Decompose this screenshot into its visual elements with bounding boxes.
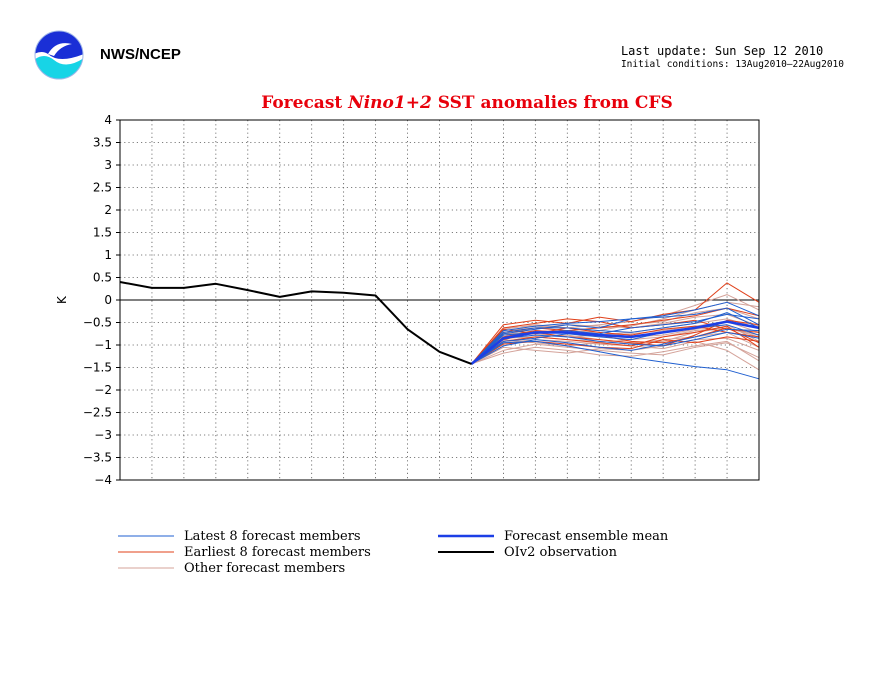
y-tick-label: −1.5 <box>83 361 112 375</box>
title-part-1: Forecast <box>261 93 348 113</box>
other-member-line <box>471 340 760 365</box>
y-tick-label: 1.5 <box>93 226 112 240</box>
other-member-line <box>471 342 760 365</box>
y-tick-label: 2.5 <box>93 181 112 195</box>
y-tick-label: −1 <box>94 338 112 352</box>
title-part-3: SST anomalies from CFS <box>432 93 673 113</box>
y-tick-label: 3 <box>104 158 112 172</box>
chart-title: Forecast Nino1+2 SST anomalies from CFS <box>261 93 673 113</box>
latest-member-line <box>471 331 760 365</box>
update-info: Last update: Sun Sep 12 2010 Initial con… <box>621 44 844 70</box>
latest-member-line <box>471 312 760 365</box>
latest-member-line <box>471 328 760 365</box>
latest-member-line <box>471 340 760 380</box>
legend-label-latest: Latest 8 forecast members <box>184 529 361 544</box>
y-tick-label: 1 <box>104 248 112 262</box>
noaa-logo <box>34 30 84 80</box>
initial-conditions-text: Initial conditions: 13Aug2010–22Aug2010 <box>620 59 844 70</box>
legend-label-obs: OIv2 observation <box>504 545 618 560</box>
last-update-text: Last update: Sun Sep 12 2010 <box>620 44 824 58</box>
y-tick-label: −4 <box>94 473 112 487</box>
grid-lines <box>120 120 759 480</box>
y-tick-label: −2 <box>94 383 112 397</box>
legend-label-mean: Forecast ensemble mean <box>504 529 669 544</box>
series-lines <box>119 281 760 380</box>
y-tick-label: 0 <box>104 293 112 307</box>
legend-label-other: Other forecast members <box>184 561 345 576</box>
other-member-line <box>471 337 760 365</box>
y-axis: −4 −3.5 −3 −2.5 −2 −1.5 −1 −0.5 0 0.5 1 1.5 2 2.5 3 3.5… <box>83 113 120 487</box>
title-part-2: Nino1+2 <box>347 93 432 113</box>
latest-member-line <box>471 307 760 365</box>
y-tick-label: −2.5 <box>83 406 112 420</box>
ensemble-mean-line <box>470 320 760 365</box>
legend-label-earliest: Earliest 8 forecast members <box>184 545 371 560</box>
observation-line <box>119 281 472 365</box>
y-tick-label: 0.5 <box>93 271 112 285</box>
latest-member-line <box>471 324 760 365</box>
latest-member-line <box>471 301 760 365</box>
y-tick-label: −3 <box>94 428 112 442</box>
other-member-line <box>471 307 760 365</box>
y-tick-label: 3.5 <box>93 136 112 150</box>
y-axis-label: K <box>55 295 69 304</box>
y-tick-label: −3.5 <box>83 451 112 465</box>
plot-frame <box>119 119 760 481</box>
earliest-member-line <box>471 282 760 365</box>
y-tick-label: 4 <box>104 113 112 127</box>
other-member-line <box>471 313 760 365</box>
y-tick-label: −0.5 <box>83 316 112 330</box>
y-tick-label: 2 <box>104 203 112 217</box>
other-member-line <box>471 324 760 365</box>
organization-label: NWS/NCEP <box>100 46 181 63</box>
